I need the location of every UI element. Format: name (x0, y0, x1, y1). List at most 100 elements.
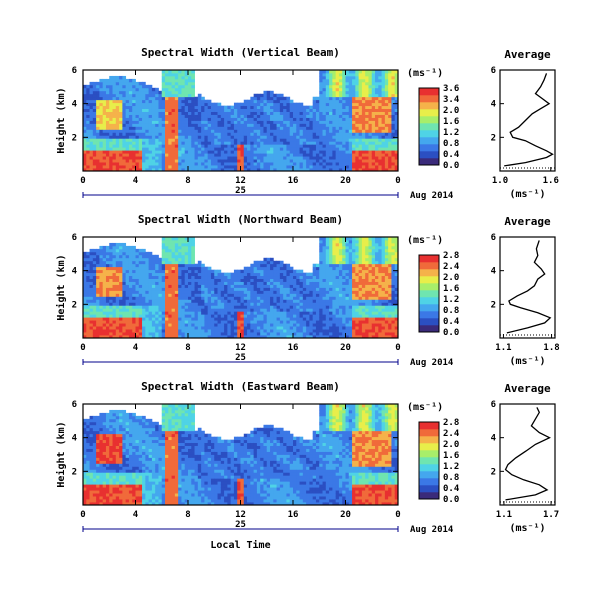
heatmap-cell (185, 135, 189, 138)
heatmap-cell (142, 159, 146, 162)
heatmap-cell (211, 273, 215, 276)
heatmap-cell (86, 317, 90, 320)
heatmap-cell (234, 103, 238, 106)
heatmap-cell (385, 132, 389, 135)
heatmap-cell (155, 121, 159, 124)
heatmap-cell (116, 144, 120, 147)
heatmap-cell (129, 121, 133, 124)
heatmap-cell (329, 308, 333, 311)
heatmap-cell (175, 91, 179, 94)
heatmap-cell (152, 255, 156, 258)
heatmap-cell (158, 308, 162, 311)
heatmap-cell (296, 276, 300, 279)
heatmap-cell (263, 132, 267, 135)
heatmap-cell (181, 156, 185, 159)
heatmap-cell (277, 150, 281, 153)
heatmap-cell (122, 97, 126, 100)
heatmap-cell (122, 305, 126, 308)
heatmap-cell (129, 153, 133, 156)
heatmap-cell (254, 326, 258, 329)
heatmap-cell (250, 112, 254, 115)
heatmap-cell (129, 255, 133, 258)
heatmap-cell (113, 106, 117, 109)
heatmap-cell (172, 240, 176, 243)
heatmap-cell (93, 150, 97, 153)
heatmap-cell (306, 153, 310, 156)
heatmap-cell (329, 165, 333, 168)
heatmap-cell (378, 132, 382, 135)
heatmap-cell (352, 156, 356, 159)
heatmap-cell (323, 267, 327, 270)
heatmap-cell (116, 109, 120, 112)
heatmap-cell (244, 285, 248, 288)
heatmap-cell (178, 288, 182, 291)
heatmap-cell (139, 314, 143, 317)
heatmap-cell (181, 246, 185, 249)
heatmap-cell (250, 123, 254, 126)
heatmap-cell (136, 103, 140, 106)
heatmap-cell (201, 141, 205, 144)
heatmap-cell (211, 162, 215, 165)
heatmap-cell (267, 323, 271, 326)
heatmap-cell (155, 144, 159, 147)
heatmap-cell (391, 91, 395, 94)
heatmap-cell (113, 76, 117, 79)
heatmap-cell (96, 290, 100, 293)
heatmap-cell (293, 118, 297, 121)
heatmap-cell (139, 323, 143, 326)
heatmap-cell (372, 123, 376, 126)
heatmap-cell (185, 299, 189, 302)
heatmap-cell (208, 100, 212, 103)
heatmap-cell (382, 118, 386, 121)
heatmap-cell (372, 162, 376, 165)
heatmap-cell (257, 115, 261, 118)
heatmap-cell (286, 150, 290, 153)
heatmap-cell (99, 267, 103, 270)
heatmap-cell (221, 302, 225, 305)
heatmap-cell (126, 249, 130, 252)
heatmap-cell (237, 118, 241, 121)
date-label: Aug 2014 (410, 191, 454, 201)
heatmap-cell (132, 138, 136, 141)
heatmap-cell (122, 282, 126, 285)
heatmap-cell (316, 147, 320, 150)
heatmap-cell (349, 144, 353, 147)
heatmap-cell (342, 144, 346, 147)
heatmap-cell (326, 159, 330, 162)
heatmap-cell (122, 82, 126, 85)
heatmap-cell (303, 144, 307, 147)
heatmap-cell (109, 103, 113, 106)
heatmap-cell (306, 141, 310, 144)
heatmap-cell (218, 293, 222, 296)
heatmap-cell (283, 109, 287, 112)
heatmap-cell (300, 106, 304, 109)
heatmap-cell (145, 255, 149, 258)
heatmap-cell (218, 282, 222, 285)
heatmap-cell (188, 329, 192, 332)
heatmap-cell (103, 147, 107, 150)
heatmap-cell (162, 156, 166, 159)
heatmap-cell (99, 141, 103, 144)
heatmap-cell (342, 91, 346, 94)
heatmap-cell (191, 305, 195, 308)
heatmap-cell (113, 121, 117, 124)
heatmap-cell (263, 165, 267, 168)
heatmap-cell (103, 285, 107, 288)
heatmap-cell (254, 132, 258, 135)
heatmap-cell (280, 135, 284, 138)
heatmap-cell (332, 85, 336, 88)
colorbar-swatch (419, 116, 439, 123)
heatmap-cell (303, 156, 307, 159)
heatmap-cell (329, 243, 333, 246)
heatmap-cell (214, 282, 218, 285)
colorbar-tick-label: 1.6 (443, 117, 459, 127)
heatmap-cell (293, 138, 297, 141)
heatmap-cell (263, 141, 267, 144)
heatmap-cell (145, 115, 149, 118)
heatmap-cell (332, 141, 336, 144)
heatmap-cell (385, 106, 389, 109)
heatmap-cell (382, 82, 386, 85)
heatmap-cell (178, 106, 182, 109)
heatmap-cell (332, 147, 336, 150)
heatmap-cell (263, 115, 267, 118)
